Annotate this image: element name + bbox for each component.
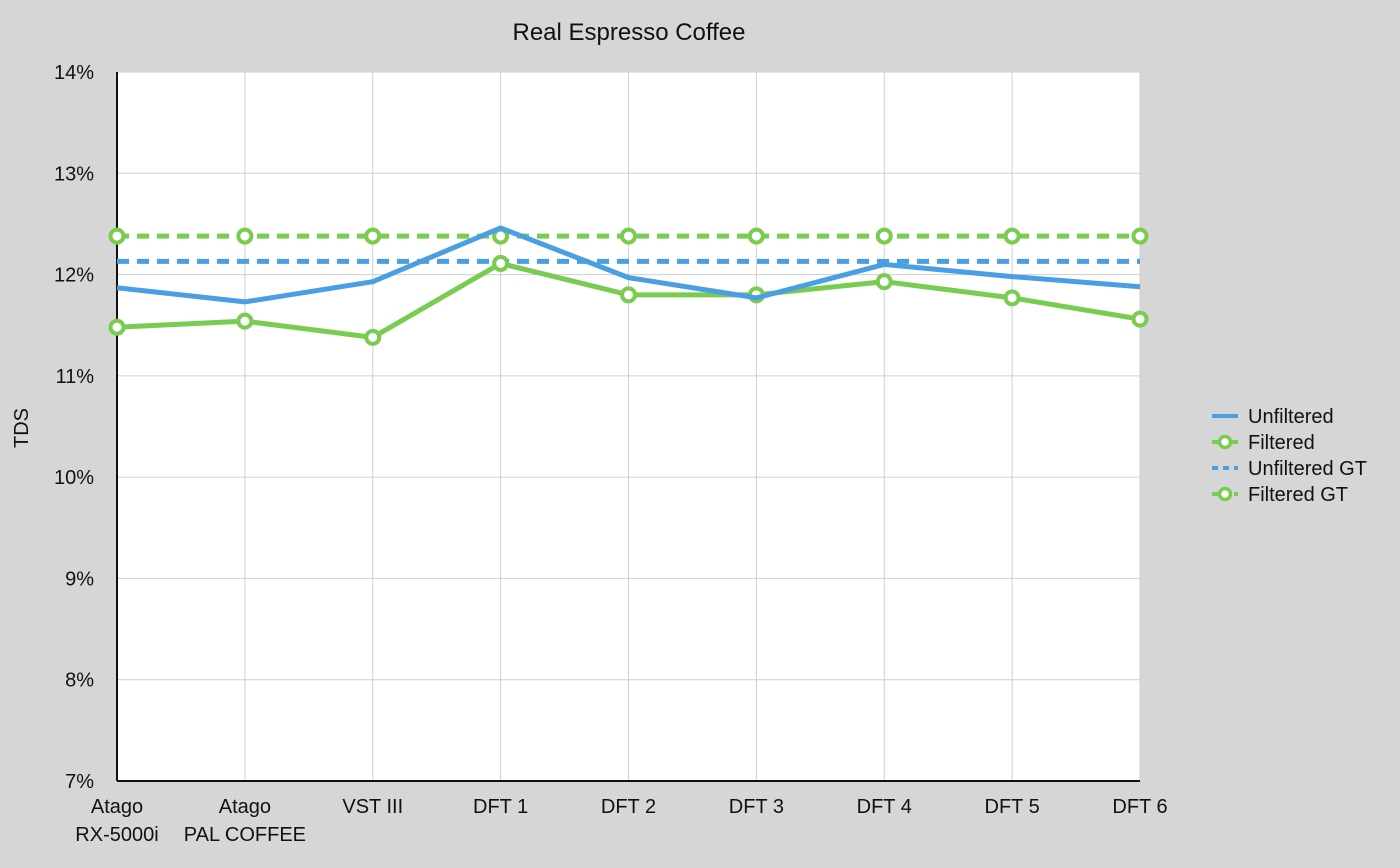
x-tick-label: Atago RX-5000i bbox=[75, 796, 158, 846]
x-tick-label-line: DFT 3 bbox=[729, 796, 784, 818]
series-line-unfiltered bbox=[116, 225, 1141, 305]
data-point-filtered-gt bbox=[108, 227, 126, 245]
x-tick-label: DFT 3 bbox=[729, 796, 784, 818]
y-tick-label: 12% bbox=[54, 265, 94, 287]
y-axis-label: TDS bbox=[11, 408, 33, 448]
data-point-filtered-gt bbox=[236, 227, 254, 245]
y-tick-label: 8% bbox=[65, 670, 94, 692]
legend-item-filtered: Filtered bbox=[1212, 432, 1315, 454]
x-tick-label: VST III bbox=[342, 796, 403, 818]
x-tick-label: DFT 4 bbox=[857, 796, 912, 818]
data-point-filtered-gt bbox=[875, 227, 893, 245]
data-point-filtered-gt bbox=[1131, 227, 1149, 245]
y-tick-label: 10% bbox=[54, 467, 94, 489]
data-point-filtered bbox=[1131, 310, 1149, 328]
legend-marker bbox=[1217, 486, 1233, 502]
y-tick-label: 11% bbox=[55, 366, 94, 388]
x-tick-label: DFT 6 bbox=[1112, 796, 1167, 818]
legend-label: Filtered bbox=[1248, 432, 1315, 454]
data-point-filtered bbox=[1003, 289, 1021, 307]
x-tick-label-line: DFT 5 bbox=[985, 796, 1040, 818]
data-point-filtered bbox=[875, 273, 893, 291]
x-tick-label: DFT 5 bbox=[985, 796, 1040, 818]
data-point-filtered-gt bbox=[364, 227, 382, 245]
x-tick-label: DFT 2 bbox=[601, 796, 656, 818]
x-tick-label: DFT 1 bbox=[473, 796, 528, 818]
y-tick-label: 9% bbox=[65, 568, 94, 590]
chart-title: Real Espresso Coffee bbox=[512, 19, 745, 46]
x-tick-label-line: DFT 6 bbox=[1112, 796, 1167, 818]
data-point-filtered bbox=[492, 254, 510, 272]
data-point-filtered bbox=[620, 286, 637, 304]
x-tick-label-line: PAL COFFEE bbox=[184, 824, 306, 846]
y-tick-label: 7% bbox=[65, 771, 94, 793]
x-tick-label-line: DFT 4 bbox=[857, 796, 912, 818]
legend-label: Unfiltered bbox=[1248, 406, 1334, 428]
legend-item-filtered-gt: Filtered GT bbox=[1212, 484, 1348, 506]
legend-label: Filtered GT bbox=[1248, 484, 1348, 506]
legend-item-unfiltered-gt: Unfiltered GT bbox=[1212, 458, 1367, 480]
data-point-filtered-gt bbox=[620, 227, 637, 245]
data-point-filtered-gt bbox=[1003, 227, 1021, 245]
legend-item-unfiltered: Unfiltered bbox=[1212, 406, 1334, 428]
legend-marker bbox=[1217, 434, 1233, 450]
x-tick-label-line: DFT 1 bbox=[473, 796, 528, 818]
data-point-filtered bbox=[236, 312, 254, 330]
x-tick-label-line: RX-5000i bbox=[75, 824, 158, 846]
data-point-filtered bbox=[364, 328, 382, 346]
x-tick-label-line: VST III bbox=[342, 796, 403, 818]
data-point-filtered bbox=[108, 318, 126, 336]
x-tick-label-line: Atago bbox=[91, 796, 143, 818]
x-tick-label: Atago PAL COFFEE bbox=[184, 796, 306, 846]
x-tick-label-line: DFT 2 bbox=[601, 796, 656, 818]
y-tick-label: 13% bbox=[54, 163, 94, 185]
data-point-filtered-gt bbox=[747, 227, 765, 245]
y-tick-label: 14% bbox=[54, 62, 94, 84]
x-tick-label-line: Atago bbox=[219, 796, 271, 818]
legend-label: Unfiltered GT bbox=[1248, 458, 1367, 480]
